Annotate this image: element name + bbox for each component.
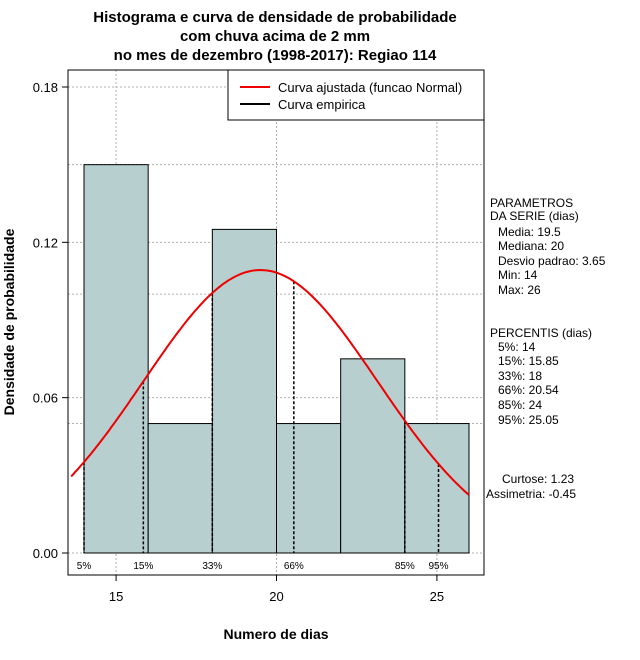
assimetria: Assimetria: -0.45 [486,487,576,501]
legend: Curva ajustada (funcao Normal) Curva emp… [227,69,485,121]
histogram-bar [276,423,342,554]
y-tick-label: 0.12 [33,235,58,250]
y-tick-label: 0.00 [33,546,58,561]
x-tick-label: 20 [269,589,283,604]
y-axis-label: Densidade de probabilidade [1,228,17,415]
x-tick-label: 25 [430,589,444,604]
x-axis: 15 20 25 [109,574,444,604]
legend-box [227,69,485,121]
percentile-label: 33% [202,561,222,572]
percentil-66: 66%: 20.54 [498,383,559,397]
histogram-bar [147,423,213,554]
percentile-label: 85% [395,561,415,572]
y-tick-label: 0.18 [33,80,58,95]
percentile-label: 95% [429,561,449,572]
y-tick-label: 0.06 [33,391,58,406]
percentil-33: 33%: 18 [498,369,542,383]
param-mediana: Mediana: 20 [498,239,564,253]
legend-label-fitted: Curva ajustada (funcao Normal) [278,80,462,95]
histogram-bar [404,423,470,554]
params-title-2: DA SERIE (dias) [490,209,579,223]
legend-label-empirical: Curva empirica [278,97,366,112]
percentil-15: 15%: 15.85 [498,354,559,368]
param-min: Min: 14 [498,268,538,282]
x-tick-label: 15 [109,589,123,604]
percentile-label: 66% [284,561,304,572]
percentil-5: 5%: 14 [498,340,536,354]
statistics-panel: PARAMETROS DA SERIE (dias) Media: 19.5 M… [486,196,606,501]
histogram-bar [211,228,277,554]
percentile-label: 15% [133,561,153,572]
normal-curve-line [70,268,470,496]
title-line-3: no mes de dezembro (1998-2017): Regiao 1… [114,47,437,64]
histogram-bar [83,164,149,554]
param-media: Media: 19.5 [498,225,561,239]
y-axis: 0.00 0.06 0.12 0.18 [33,80,69,561]
param-max: Max: 26 [498,283,541,297]
percentil-95: 95%: 25.05 [498,413,559,427]
params-title-1: PARAMETROS [490,196,573,210]
param-desvio: Desvio padrao: 3.65 [498,254,606,268]
percentile-lines: 5% 15% 33% 66% 85% 95% [77,281,449,572]
title-line-1: Histograma e curva de densidade de proba… [93,9,456,26]
percentil-85: 85%: 24 [498,398,542,412]
chart-title: Histograma e curva de densidade de proba… [93,9,456,64]
percentile-label: 5% [77,561,92,572]
histogram-bar [340,358,406,554]
title-line-2: com chuva acima de 2 mm [180,28,370,45]
curtose: Curtose: 1.23 [502,472,574,486]
percentis-title: PERCENTIS (dias) [490,326,592,340]
x-axis-label: Numero de dias [223,626,328,642]
